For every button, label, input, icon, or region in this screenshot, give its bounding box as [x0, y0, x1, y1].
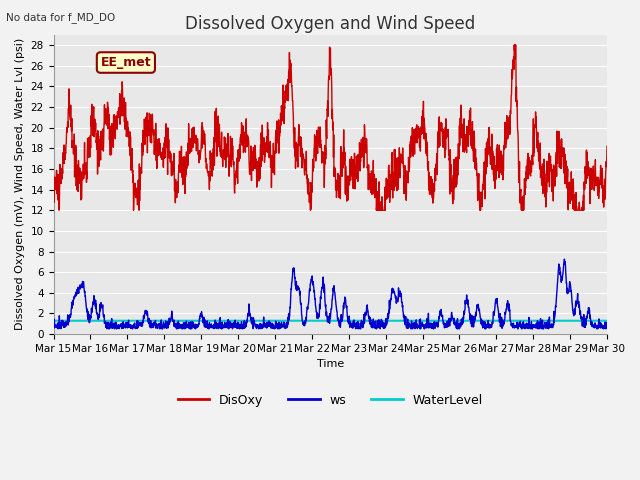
X-axis label: Time: Time: [317, 360, 344, 370]
Text: No data for f_MD_DO: No data for f_MD_DO: [6, 12, 116, 23]
DisOxy: [319, 149, 327, 155]
WaterLevel: [587, 318, 595, 324]
DisOxy: [50, 173, 58, 179]
WaterLevel: [587, 318, 595, 324]
ws: [50, 323, 58, 328]
ws: [305, 301, 312, 307]
Y-axis label: Dissolved Oxygen (mV), Wind Speed, Water Lvl (psi): Dissolved Oxygen (mV), Wind Speed, Water…: [15, 38, 25, 331]
DisOxy: [511, 42, 518, 48]
DisOxy: [588, 170, 595, 176]
ws: [319, 280, 327, 286]
ws: [588, 319, 595, 324]
WaterLevel: [486, 318, 493, 324]
Legend: DisOxy, ws, WaterLevel: DisOxy, ws, WaterLevel: [173, 389, 488, 412]
ws: [588, 320, 595, 326]
ws: [486, 325, 493, 331]
Title: Dissolved Oxygen and Wind Speed: Dissolved Oxygen and Wind Speed: [185, 15, 476, 33]
ws: [78, 284, 86, 290]
WaterLevel: [319, 318, 326, 324]
WaterLevel: [304, 318, 312, 324]
ws: [159, 326, 166, 332]
Line: ws: ws: [54, 259, 607, 329]
DisOxy: [588, 177, 595, 182]
DisOxy: [78, 170, 86, 176]
ws: [561, 256, 568, 262]
WaterLevel: [603, 318, 611, 324]
DisOxy: [603, 144, 611, 149]
WaterLevel: [78, 318, 86, 324]
ws: [603, 322, 611, 327]
Text: EE_met: EE_met: [100, 56, 151, 69]
DisOxy: [486, 145, 493, 151]
DisOxy: [305, 191, 312, 197]
DisOxy: [55, 207, 63, 213]
WaterLevel: [50, 318, 58, 324]
Line: DisOxy: DisOxy: [54, 45, 607, 210]
